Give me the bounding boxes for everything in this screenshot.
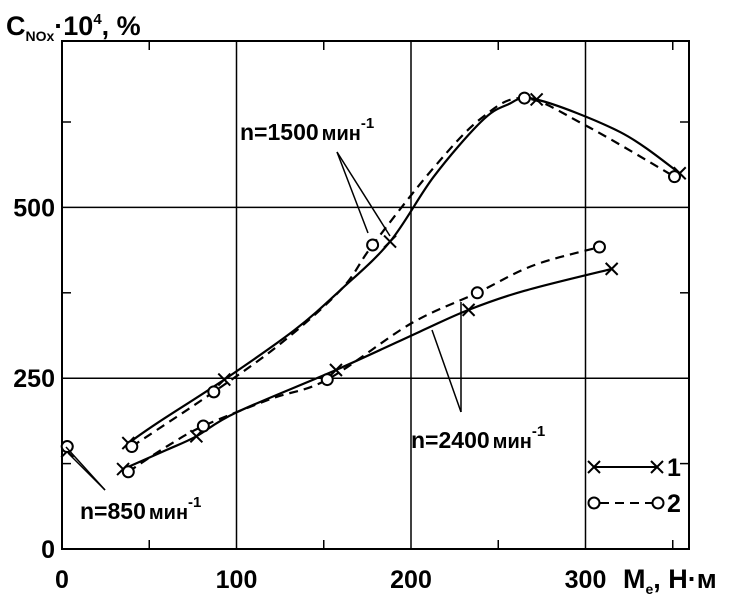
series-n1500-1-marker-x [383,234,397,249]
series-n2400-1-marker-x [604,262,619,276]
series-n1500-2-marker-o [667,170,681,184]
series-n1500-2-marker-o [366,238,380,252]
annotation-leader-line [67,452,106,491]
tick-labels: 0 100 200 300 0 250 500 [13,194,606,594]
series-n2400-2-marker-o [470,286,484,300]
x-axis-label: Me, Н·м [623,564,717,597]
legend-marker-x-left [587,460,601,474]
legend-marker-x-right [650,460,664,474]
series-n850-2-marker-o [60,440,74,454]
series-n2400-1-marker-x [329,363,343,377]
series-n1500-2-marker-o [125,440,139,454]
series-n1500-2-line [131,96,676,448]
series-n2400-1-marker-x [461,303,476,317]
annotation-n1500: n=1500 мин-1 [240,115,374,145]
plot-frame [61,40,690,550]
series-n1500-2-marker-o [517,91,531,105]
annotations: n=1500 мин-1 n=2400 мин-1 n=850 мин-1 [80,115,545,524]
annotation-n850: n=850 мин-1 [80,494,201,524]
x-tick-label-0: 0 [55,566,69,594]
legend-entry-2: 2 [587,490,681,518]
y-tick-label-250: 250 [13,365,55,393]
legend-label-1: 1 [667,454,681,482]
series-n1500-1-marker-x [217,372,231,387]
x-tick-label-300: 300 [565,566,607,594]
legend: 1 2 [587,454,681,518]
legend-entry-1: 1 [587,454,681,482]
annotation-leader-line [336,151,391,237]
legend-marker-o-left [587,496,601,510]
series-n2400-2-marker-o [196,419,210,433]
annotation-leader-line [336,151,369,234]
grid-lines [62,41,689,549]
x-tick-label-100: 100 [216,566,258,594]
series-n1500-2-marker-o [207,385,221,399]
annotation-leaders [65,151,462,491]
y-tick-label-500: 500 [13,194,55,222]
y-tick-label-0: 0 [41,536,55,564]
series-n2400-2-line [127,245,600,473]
minor-ticks [62,41,689,549]
annotation-leader-line [431,329,462,413]
series-layer [60,91,687,479]
legend-marker-o-right [651,496,665,510]
series-n2400-2-marker-o [592,240,606,254]
series-n2400-2-marker-o [121,465,135,479]
series-n2400-2-marker-o [320,373,334,387]
annotation-n2400: n=2400 мин-1 [411,423,545,453]
x-tick-label-200: 200 [390,566,432,594]
y-axis-label: CNOx·104, % [6,11,141,44]
legend-label-2: 2 [667,490,681,518]
